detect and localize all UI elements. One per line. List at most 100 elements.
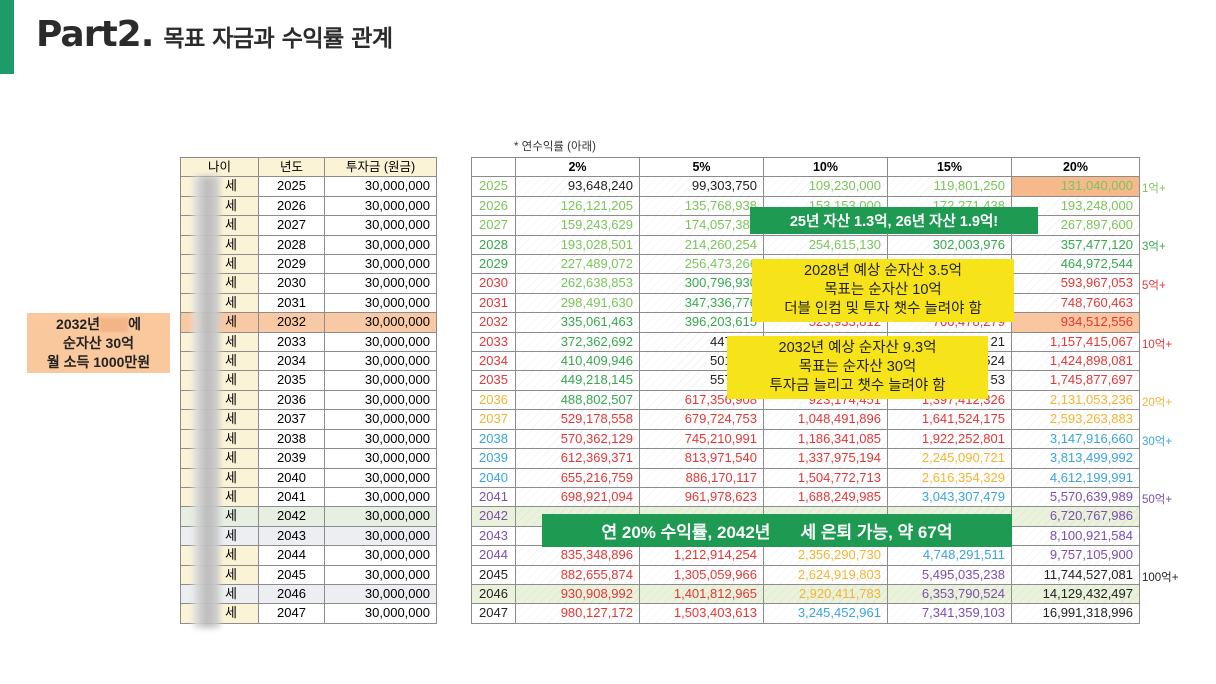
value-cell: 372,362,692: [515, 331, 640, 353]
value-cell: 930,908,992: [515, 583, 640, 605]
value-cell: 8,100,921,584: [1011, 525, 1140, 547]
amount-cell: 30,000,000: [324, 583, 437, 605]
value-cell: 6,353,790,524: [887, 583, 1012, 605]
callout-retirement-a: 연 20% 수익률, 2042년: [601, 523, 771, 542]
value-cell: 488,802,507: [515, 389, 640, 411]
value-cell: 131,040,000: [1011, 176, 1140, 197]
value-cell: 655,216,759: [515, 467, 640, 488]
milestone-mark: 30억+: [1142, 435, 1173, 448]
value-cell: 464,972,544: [1011, 254, 1140, 275]
milestone-mark: 1억+: [1142, 183, 1166, 195]
value-cell: 9,757,105,900: [1011, 545, 1140, 566]
year-cell: 2041: [258, 486, 325, 508]
value-cell: 262,638,853: [515, 273, 640, 294]
year-cell: 2043: [471, 525, 516, 547]
year-cell: 2035: [258, 370, 325, 391]
year-cell: 2040: [471, 467, 516, 488]
amount-cell: 30,000,000: [324, 448, 437, 469]
value-cell: 813,971,540: [639, 448, 764, 469]
value-cell: 254,615,130: [763, 234, 888, 256]
return-row: 2037 529,178,558 679,724,753 1,048,491,896 1…: [471, 409, 1140, 430]
milestone-mark: 100억+: [1142, 572, 1179, 584]
value-cell: 886,170,117: [639, 467, 764, 488]
value-cell: 3,245,452,961: [763, 603, 888, 624]
accent-bar: [0, 0, 14, 74]
value-cell: 119,801,250: [887, 176, 1012, 197]
amount-cell: 30,000,000: [324, 428, 437, 450]
year-cell: 2033: [471, 331, 516, 353]
value-cell: 357,477,120: [1011, 234, 1140, 256]
return-row: 2028 193,028,501 214,260,254 254,615,130 302…: [471, 234, 1140, 256]
year-cell: 2035: [471, 370, 516, 391]
year-cell: 2047: [258, 603, 325, 624]
return-row: 2038 570,362,129 745,210,991 1,186,341,085 1…: [471, 428, 1140, 450]
year-cell: 2031: [471, 292, 516, 314]
amount-cell: 30,000,000: [324, 273, 437, 294]
return-row: 2026 126,121,205 135,768,938 153,153,000 172…: [471, 195, 1140, 217]
value-cell: 3,147,916,660: [1011, 428, 1140, 450]
year-cell: 2034: [471, 351, 516, 372]
year-cell: 2027: [471, 215, 516, 236]
value-cell: 1,157,415,067: [1011, 331, 1140, 353]
milestone-mark: 10억+: [1142, 338, 1173, 351]
goal-note: 2032년 에 순자산 30억 월 소득 1000만원: [27, 313, 170, 373]
year-cell: 2039: [258, 448, 325, 469]
principal-table: 나이 년도 투자금 (원금) 세 2025 30,000,000 세 2026 30,000,…: [180, 156, 437, 624]
amount-cell: 30,000,000: [324, 409, 437, 430]
rate-header-0: [471, 156, 516, 178]
page-subtitle: 목표 자금과 수익률 관계: [163, 26, 393, 52]
left-header-1: 년도: [258, 156, 325, 178]
value-cell: 267,897,600: [1011, 215, 1140, 236]
year-cell: 2038: [258, 428, 325, 450]
year-cell: 2031: [258, 292, 325, 314]
callout-2032-line1: 2032년 예상 순자산 9.3억: [778, 340, 937, 356]
left-header-0: 나이: [180, 156, 259, 178]
value-cell: 7,341,359,103: [887, 603, 1012, 624]
callout-retirement: 연 20% 수익률, 2042년 세 은퇴 가능, 약 67억: [542, 514, 1012, 547]
value-cell: 5,495,035,238: [887, 564, 1012, 585]
milestone-mark: 5억+: [1142, 280, 1166, 293]
rate-header-1: 2%: [515, 156, 640, 178]
year-cell: 2028: [258, 234, 325, 256]
year-cell: 2029: [258, 254, 325, 275]
return-row: 2044 835,348,896 1,212,914,254 2,356,290,73…: [471, 545, 1140, 566]
year-cell: 2030: [471, 273, 516, 294]
value-cell: 745,210,991: [639, 428, 764, 450]
value-cell: 11,744,527,081: [1011, 564, 1140, 585]
callout-2028-line2: 목표는 순자산 10억: [824, 282, 942, 298]
value-cell: 593,967,053: [1011, 273, 1140, 294]
value-cell: 835,348,896: [515, 545, 640, 566]
year-cell: 2028: [471, 234, 516, 256]
value-cell: 193,028,501: [515, 234, 640, 256]
callout-2032-line3: 투자금 늘리고 챗수 늘려야 함: [769, 378, 946, 394]
amount-cell: 30,000,000: [324, 176, 437, 197]
page-title: Part2. 목표 자금과 수익률 관계: [36, 14, 393, 64]
value-cell: 4,612,199,991: [1011, 467, 1140, 488]
value-cell: 5,570,639,989: [1011, 486, 1140, 508]
value-cell: 698,921,094: [515, 486, 640, 508]
value-cell: 1,641,524,175: [887, 409, 1012, 430]
return-row: 2047 980,127,172 1,503,403,613 3,245,452,96…: [471, 603, 1140, 624]
value-cell: 1,305,059,966: [639, 564, 764, 585]
year-cell: 2037: [471, 409, 516, 430]
value-cell: 159,243,629: [515, 215, 640, 236]
value-cell: 1,922,252,801: [887, 428, 1012, 450]
year-cell: 2041: [471, 486, 516, 508]
callout-2028-line3: 더블 인컴 및 투자 챗수 늘려야 함: [784, 301, 982, 317]
value-cell: 227,489,072: [515, 254, 640, 275]
value-cell: 396,203,615: [639, 312, 764, 333]
year-cell: 2026: [471, 195, 516, 217]
value-cell: 679,724,753: [639, 409, 764, 430]
amount-cell: 30,000,000: [324, 292, 437, 314]
milestone-mark: 20억+: [1142, 396, 1173, 409]
goal-net-worth: 순자산 30억: [63, 334, 134, 351]
rate-note: * 연수익률 (아래): [514, 141, 597, 153]
value-cell: 1,186,341,085: [763, 428, 888, 450]
value-cell: 934,512,556: [1011, 312, 1140, 333]
amount-cell: 30,000,000: [324, 506, 437, 527]
amount-cell: 30,000,000: [324, 234, 437, 256]
year-cell: 2042: [471, 506, 516, 527]
value-cell: 93,648,240: [515, 176, 640, 197]
value-cell: 335,061,463: [515, 312, 640, 333]
value-cell: 3,813,499,992: [1011, 448, 1140, 469]
